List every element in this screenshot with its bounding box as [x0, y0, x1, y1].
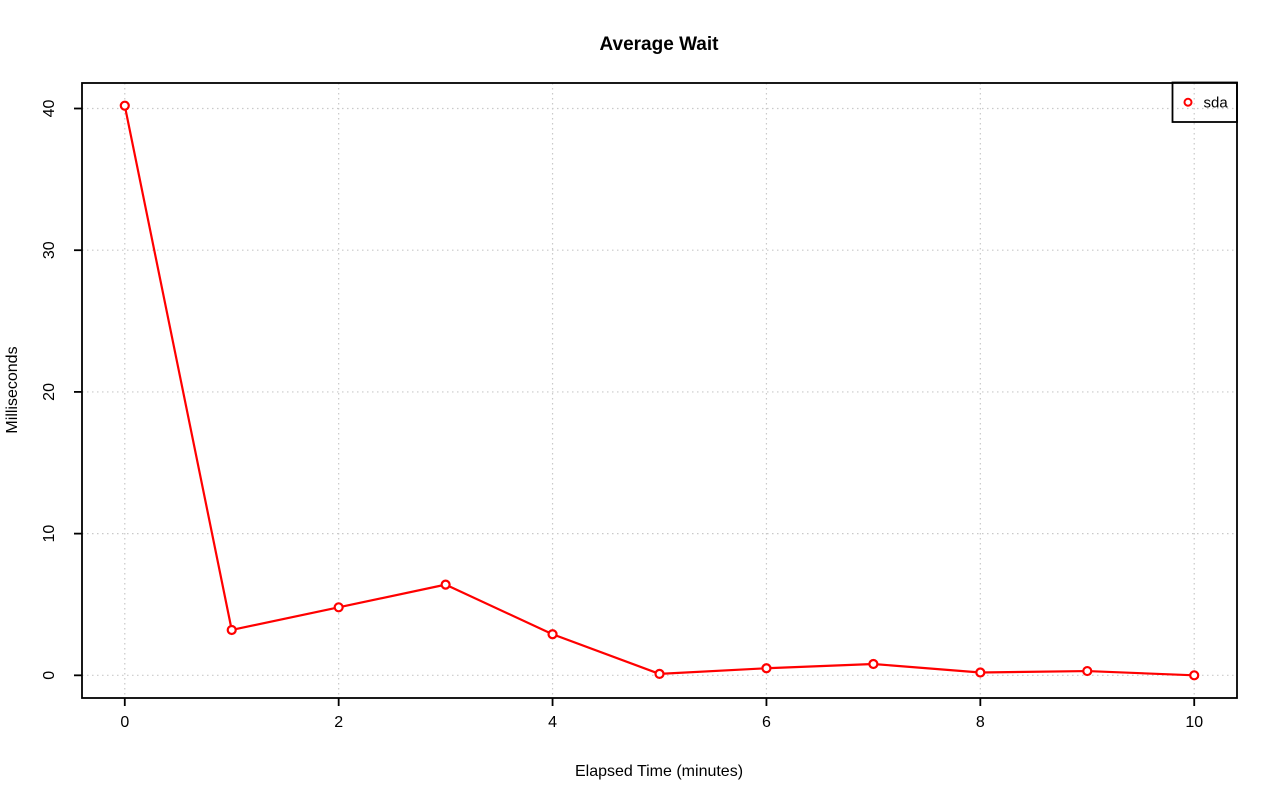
x-tick-label: 4 [548, 714, 557, 731]
data-point-marker [226, 624, 237, 636]
y-tick-label: 30 [41, 241, 58, 259]
y-tick-label: 40 [41, 100, 58, 118]
x-tick-label: 2 [334, 714, 343, 731]
x-axis-label: Elapsed Time (minutes) [575, 763, 743, 780]
y-axis-label: Milliseconds [4, 346, 21, 433]
data-point-marker [547, 629, 558, 640]
chart-title: Average Wait [600, 34, 720, 55]
data-point-marker [761, 663, 772, 674]
x-tick-label: 0 [120, 714, 129, 731]
legend-box [1171, 81, 1238, 123]
legend-label: sda [1204, 94, 1229, 111]
series-line [123, 104, 1196, 677]
data-point-marker [975, 667, 986, 678]
y-tick-label: 0 [41, 671, 58, 680]
data-point-marker [1082, 665, 1093, 677]
y-tick-label: 20 [41, 383, 58, 401]
data-point-marker [440, 579, 451, 590]
data-point-marker [119, 100, 130, 111]
x-tick-label: 8 [976, 714, 985, 731]
data-point-marker [654, 668, 665, 680]
legend-marker-icon [1183, 97, 1193, 107]
plot-border [81, 82, 1238, 699]
x-tick-label: 6 [762, 714, 771, 731]
data-point-marker [1189, 670, 1200, 681]
data-point-marker [868, 658, 879, 670]
y-tick-label: 10 [41, 525, 58, 543]
plot-layer: 0 2 4 6 8 10 0 10 20 30 40 sda [41, 81, 1238, 731]
x-tick-label: 10 [1185, 714, 1203, 731]
data-point-marker [333, 602, 344, 613]
